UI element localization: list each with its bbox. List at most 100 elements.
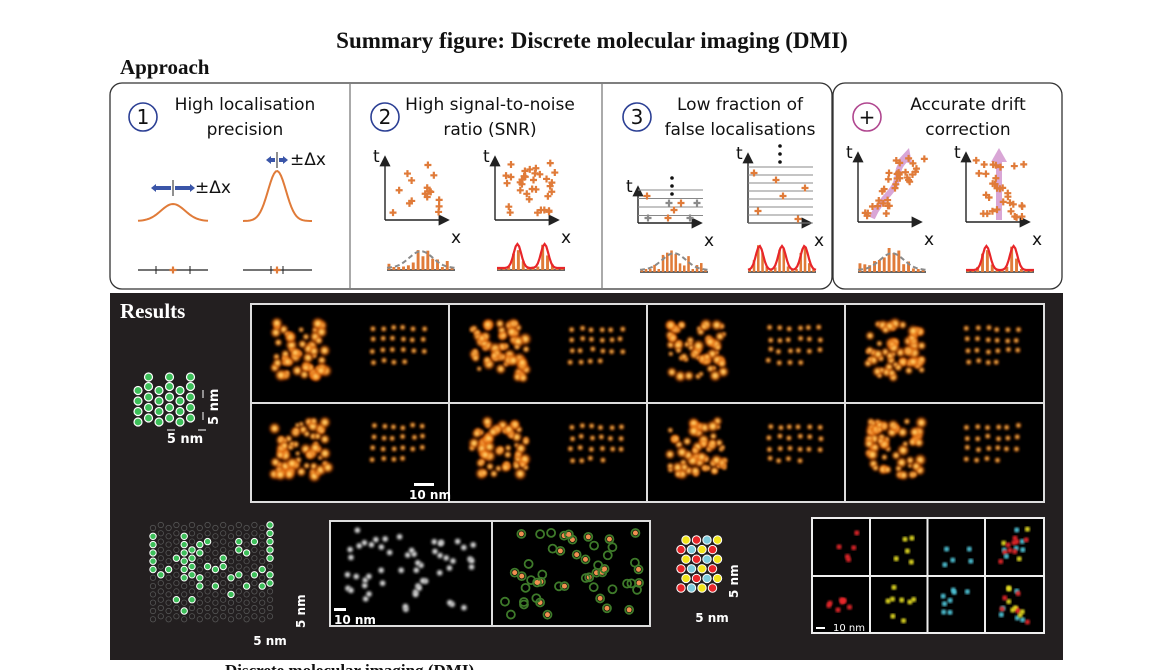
resolved-site-spot xyxy=(544,612,550,618)
site-ring xyxy=(505,609,516,620)
word-image-pair: 10 nm xyxy=(329,520,651,627)
raw-localisation-blob xyxy=(896,426,909,439)
fluorescence-spot xyxy=(950,557,956,563)
raw-localisation-blob xyxy=(513,343,521,351)
results-content: 5 nm 5 nm 10 nm 5 nm 5 nm 10 nm 5 nm 5 nm 10 nm xyxy=(133,303,1045,648)
resolved-site-spot xyxy=(380,325,388,333)
histogram-bar xyxy=(812,269,815,272)
resolved-site-spot xyxy=(796,432,804,440)
raw-word-spot xyxy=(397,566,406,575)
empty-site xyxy=(165,599,172,606)
raw-localisation-blob xyxy=(682,436,693,447)
resolved-site-spot xyxy=(368,348,376,356)
empty-site xyxy=(251,588,258,595)
localisation-cross-icon xyxy=(1020,160,1028,168)
resolved-site-spot xyxy=(597,595,603,601)
localisation-cross-icon xyxy=(551,169,559,177)
docking-site-dot xyxy=(219,562,227,571)
docking-site-dot xyxy=(172,596,181,604)
localisation-cross-icon xyxy=(878,187,886,195)
raw-localisation-blob xyxy=(305,451,313,458)
resolved-site-spot xyxy=(617,423,625,431)
fluorescence-spot xyxy=(950,587,956,593)
raw-localisation-blob xyxy=(289,346,302,359)
raw-localisation-blob xyxy=(481,318,495,331)
raw-localisation-blob xyxy=(880,453,889,461)
resolved-site-spot xyxy=(596,357,604,365)
resolved-site-spot xyxy=(784,455,792,463)
x-axis-label: x xyxy=(451,228,461,248)
resolved-site-spot xyxy=(805,347,813,355)
histogram-bar xyxy=(421,256,425,270)
resolved-site-spot xyxy=(973,335,981,343)
site-ring xyxy=(500,596,510,607)
empty-site xyxy=(165,558,172,565)
word-lattice-diagram: 5 nm 5 nm xyxy=(149,521,308,648)
raw-word-spot xyxy=(395,532,404,541)
empty-site xyxy=(266,604,274,612)
resolved-site-spot xyxy=(805,445,813,453)
raw-localisation-blob xyxy=(679,462,690,473)
resolved-site-spot xyxy=(767,423,775,431)
empty-site xyxy=(165,524,172,532)
raw-localisation-blob xyxy=(709,431,718,441)
resolved-site-spot xyxy=(786,444,794,452)
scale-label-10nm: 10 nm xyxy=(833,623,865,634)
localisation-cross-icon xyxy=(1006,199,1014,207)
docking-site-dot xyxy=(196,574,204,582)
raw-localisation-blob xyxy=(269,326,282,339)
empty-site xyxy=(243,566,250,573)
docking-site-dot xyxy=(180,607,188,615)
localisation-cross-icon xyxy=(1007,207,1015,215)
docking-site-dot xyxy=(185,372,196,382)
docking-site-dot xyxy=(175,385,185,396)
step-badge xyxy=(370,102,400,132)
empty-site xyxy=(251,546,258,554)
raw-localisation-blob xyxy=(285,456,299,471)
resolved-site-spot xyxy=(994,444,1002,452)
resolved-site-spot xyxy=(369,325,377,333)
site-ring xyxy=(580,554,591,565)
docking-site-dot xyxy=(154,417,164,427)
raw-localisation-blob xyxy=(288,440,296,448)
ellipsis-dot xyxy=(778,160,782,164)
empty-site xyxy=(157,604,164,612)
fluorescence-spot xyxy=(854,530,860,536)
histogram-bar xyxy=(541,244,545,270)
raw-localisation-blob xyxy=(876,425,884,433)
resolved-site-spot xyxy=(379,346,387,354)
raw-localisation-blob xyxy=(710,453,723,467)
raw-word-spot xyxy=(436,539,445,548)
raw-localisation-blob xyxy=(489,469,499,479)
docking-site-dot xyxy=(250,571,259,579)
raw-localisation-blob xyxy=(677,320,687,330)
raw-word-spot xyxy=(347,586,356,595)
t-axis-label: t xyxy=(626,177,633,197)
raw-word-spot xyxy=(435,568,444,577)
raw-localisation-blob xyxy=(699,322,709,332)
empty-site xyxy=(251,521,258,529)
empty-site xyxy=(204,596,211,603)
docking-site-dot xyxy=(175,396,185,406)
localisation-cross-icon xyxy=(530,176,538,184)
docking-site-dot xyxy=(712,573,723,584)
resolved-site-spot xyxy=(816,423,824,431)
raw-localisation-blob xyxy=(916,354,927,365)
raw-localisation-blob xyxy=(708,438,718,448)
raw-localisation-blob xyxy=(667,332,678,343)
empty-site xyxy=(149,616,157,623)
localisation-cross-icon xyxy=(545,208,553,216)
empty-site xyxy=(157,563,164,570)
resolved-site-spot xyxy=(636,566,642,572)
localisation-cross-icon xyxy=(430,171,438,179)
docking-site-dot xyxy=(175,417,185,427)
histogram-bar xyxy=(700,263,703,272)
raw-localisation-blob xyxy=(901,440,909,448)
resolved-site-spot xyxy=(964,347,972,355)
raw-localisation-blob xyxy=(483,440,496,454)
raw-localisation-blob xyxy=(713,342,723,352)
empty-site xyxy=(204,555,211,562)
empty-site xyxy=(243,591,250,598)
empty-site xyxy=(227,616,235,623)
docking-site-dot xyxy=(133,385,143,396)
